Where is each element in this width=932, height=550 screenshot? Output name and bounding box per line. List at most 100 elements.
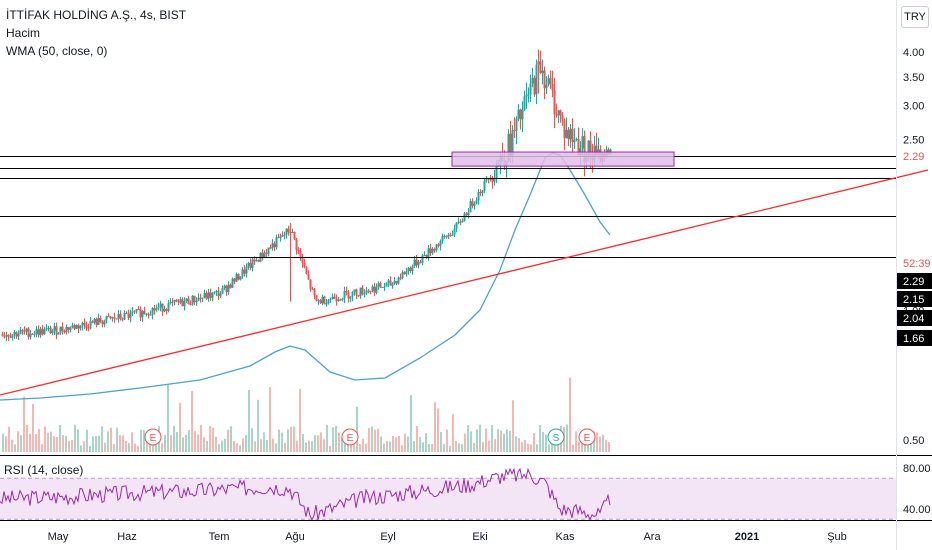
candle-body [13,332,16,335]
price-tag-current-bg [897,148,932,165]
candle-body [277,237,280,239]
candle-body [433,248,436,251]
event-marker[interactable]: E [341,428,359,446]
candle-body [363,293,366,295]
volume-bar [152,439,154,452]
candle-body [43,329,46,335]
candle-body [25,328,28,332]
rsi-legend: RSI (14, close) [4,463,84,477]
time-tick-label: Ağu [285,531,305,543]
candle-body [491,178,494,182]
volume-bar [23,396,25,452]
volume-bar [98,435,100,452]
candle-body [541,70,544,74]
candle-body [369,291,372,293]
candle-body [173,300,176,302]
candle-body [69,327,72,330]
price-tick-label: 3.50 [903,72,924,84]
currency-button[interactable]: TRY [901,6,929,28]
candle-body [435,244,438,251]
volume-bar [428,443,430,452]
volume-bar [239,445,241,452]
candle-body [539,61,542,74]
event-marker[interactable]: S [547,428,565,446]
volume-bar [302,434,304,452]
candle-body [213,291,216,293]
candle-body [569,128,572,140]
candle-body [355,289,358,296]
volume-bar [26,424,28,452]
candle-body [211,292,214,298]
candle-body [445,235,448,237]
candle-body [177,301,180,303]
candle-body [493,178,496,182]
candle-body [209,292,212,298]
candle-body [373,286,376,293]
candle-body [283,234,286,236]
candle-body [17,333,20,337]
candle-body [171,301,174,303]
candle-body [117,313,120,319]
volume-bar [461,443,463,452]
candle-body [197,297,200,301]
volume-bar [356,406,358,452]
candle-body [51,330,54,334]
volume-bar [245,435,247,452]
volume-bar [287,429,289,452]
volume-bar [605,439,607,452]
time-tick-label: May [48,531,69,543]
candle-body [129,312,132,318]
candle-body [147,313,150,316]
candle-body [149,314,152,316]
candle-body [571,128,574,143]
volume-bar [407,436,409,452]
volume-bar [272,438,274,452]
candle-body [443,235,446,237]
candle-body [63,330,66,333]
candle-body [275,237,278,248]
candle-body [581,136,584,149]
volume-bar [5,436,7,452]
candle-body [405,270,408,275]
candle-body [583,136,586,162]
candle-body [475,200,478,204]
candle-body [437,244,440,246]
volume-bar [506,429,508,452]
candle-body [55,326,58,335]
volume-bar [266,439,268,452]
candle-body [81,322,84,326]
candle-body [27,328,30,337]
volume-bar [440,432,442,452]
volume-bar [374,429,376,452]
volume-bar [323,439,325,452]
candle-body [45,328,48,330]
volume-bar [215,436,217,452]
candle-body [385,282,388,287]
volume-bar [542,432,544,452]
volume-bar [500,430,502,452]
candle-body [247,262,250,267]
candle-body [155,308,158,311]
candle-body [137,309,140,311]
volume-bar [590,442,592,452]
volume-bar [107,431,109,452]
candle-body [241,269,244,277]
event-marker[interactable]: E [144,428,162,446]
candle-body [255,260,258,262]
candle-body [535,64,538,95]
event-circle [578,428,596,446]
chart-title: İTTİFAK HOLDİNG A.Ş., 4s, BIST [6,8,187,22]
candle-body [95,319,98,325]
rsi-band [0,478,896,520]
candle-body [351,291,354,297]
candle-body [37,329,40,336]
candle-body [77,325,80,329]
volume-bar [536,444,538,452]
candle-body [447,234,450,237]
candle-body [207,292,210,299]
volume-bar [311,441,313,452]
candle-body [327,299,330,304]
price-tag-current-text: 2.29 [903,151,924,163]
event-marker[interactable]: E [578,428,596,446]
